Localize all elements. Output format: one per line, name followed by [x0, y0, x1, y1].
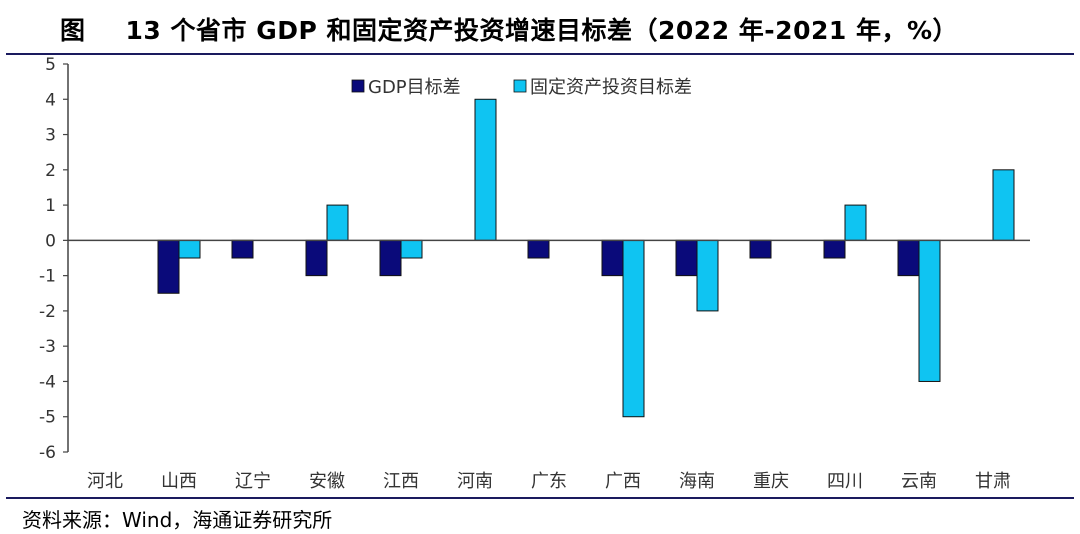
source-divider	[6, 497, 1074, 499]
category-label: 河南	[457, 471, 493, 492]
category-label: 甘肃	[975, 471, 1011, 492]
bar-gdp-四川	[823, 239, 846, 259]
bar-gdp-辽宁	[231, 239, 254, 259]
y-tick-label: -6	[39, 443, 56, 463]
category-label: 云南	[901, 471, 937, 492]
bar-fai-云南	[918, 239, 941, 382]
legend-swatch	[513, 79, 527, 93]
category-label: 辽宁	[235, 471, 271, 492]
y-tick-label: 4	[45, 90, 56, 110]
y-tick-label: 2	[45, 161, 56, 181]
category-label: 江西	[383, 471, 419, 492]
bar-fai-海南	[696, 239, 719, 312]
bar-fai-甘肃	[992, 169, 1015, 241]
category-label: 广西	[605, 471, 641, 492]
y-tick-label: -4	[39, 372, 56, 392]
bar-fai-广西	[622, 239, 645, 418]
legend-swatch	[351, 79, 365, 93]
bar-gdp-云南	[897, 239, 920, 277]
bar-gdp-广西	[601, 239, 624, 277]
x-axis: 河北 山西 辽宁 安徽 江西 河南 广东 广西 海南 重庆 四川 云南 甘肃	[68, 239, 1030, 492]
chart-title-bar: 图 13 个省市 GDP 和固定资产投资增速目标差（2022 年-2021 年，…	[6, 4, 1074, 54]
bars	[157, 98, 1015, 418]
category-label: 山西	[161, 471, 197, 492]
y-tick-label: -5	[39, 408, 56, 428]
category-label: 广东	[531, 471, 567, 492]
bar-fai-安徽	[326, 204, 349, 241]
legend-label: GDP目标差	[368, 77, 461, 98]
legend-label: 固定资产投资目标差	[530, 77, 692, 98]
bar-fai-河南	[474, 98, 497, 241]
figure-prefix: 图	[60, 16, 86, 45]
y-tick-label: 1	[45, 196, 56, 216]
y-tick-label: -3	[39, 337, 56, 357]
title-divider	[6, 53, 1074, 55]
bar-gdp-重庆	[749, 239, 772, 259]
bar-gdp-海南	[675, 239, 698, 277]
y-tick-label: -2	[39, 302, 56, 322]
bar-fai-山西	[178, 239, 201, 259]
bar-gdp-江西	[379, 239, 402, 277]
bar-gdp-广东	[527, 239, 550, 259]
y-tick-label: 5	[45, 55, 56, 75]
source-note: 资料来源：Wind，海通证券研究所	[22, 508, 333, 532]
category-label: 安徽	[309, 471, 345, 492]
chart-title: 13 个省市 GDP 和固定资产投资增速目标差（2022 年-2021 年，%）	[125, 16, 959, 45]
legend: GDP目标差 固定资产投资目标差	[351, 77, 692, 98]
category-label: 河北	[87, 471, 123, 492]
category-label: 重庆	[753, 471, 789, 492]
bar-gdp-山西	[157, 239, 180, 294]
bar-fai-江西	[400, 239, 423, 259]
bar-fai-四川	[844, 204, 867, 241]
y-tick-label: 3	[45, 126, 56, 146]
y-tick-label: -1	[39, 267, 56, 287]
category-label: 四川	[827, 471, 863, 492]
category-label: 海南	[679, 471, 715, 492]
y-tick-label: 0	[45, 231, 56, 251]
bar-gdp-安徽	[305, 239, 328, 277]
y-axis: 5 4 3 2 1 0 -1 -2 -3 -4 -5 -6	[39, 55, 69, 463]
